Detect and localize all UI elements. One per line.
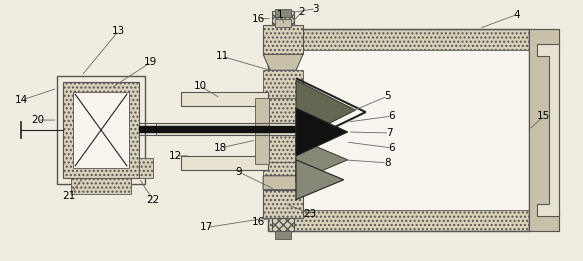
Text: 4: 4: [514, 10, 520, 20]
Text: 16: 16: [251, 217, 265, 227]
Bar: [156, 123, 296, 135]
Text: 23: 23: [303, 209, 317, 218]
Bar: [529, 28, 559, 232]
Text: 5: 5: [384, 91, 391, 101]
Bar: [57, 76, 145, 184]
Text: 17: 17: [200, 222, 213, 233]
Text: 22: 22: [146, 195, 159, 205]
Text: 20: 20: [31, 115, 44, 125]
Bar: [268, 210, 529, 232]
Text: 6: 6: [388, 143, 395, 153]
Bar: [296, 50, 529, 210]
Text: 16: 16: [251, 14, 265, 23]
Polygon shape: [263, 54, 303, 70]
Bar: [263, 70, 303, 98]
Text: 14: 14: [15, 95, 28, 105]
Polygon shape: [296, 160, 344, 200]
Bar: [71, 178, 131, 194]
Bar: [275, 232, 291, 239]
Text: 2: 2: [298, 7, 305, 17]
Bar: [255, 98, 269, 164]
Text: 1: 1: [277, 10, 283, 20]
Text: 8: 8: [384, 158, 391, 168]
Bar: [272, 217, 294, 232]
Text: 11: 11: [216, 51, 229, 61]
Bar: [263, 162, 303, 190]
Text: 3: 3: [312, 4, 319, 14]
Text: 7: 7: [386, 128, 393, 138]
Text: 6: 6: [388, 111, 395, 121]
Bar: [275, 19, 291, 27]
Bar: [181, 92, 268, 106]
Bar: [181, 156, 268, 170]
Text: 19: 19: [144, 57, 157, 67]
Bar: [529, 210, 559, 232]
Polygon shape: [537, 44, 559, 216]
Polygon shape: [296, 126, 308, 132]
Text: 15: 15: [537, 111, 550, 121]
Bar: [73, 92, 129, 168]
Text: 18: 18: [214, 143, 227, 153]
Bar: [263, 190, 303, 217]
Bar: [63, 82, 139, 178]
Bar: [268, 50, 296, 210]
Bar: [272, 11, 294, 25]
Bar: [263, 25, 303, 54]
Bar: [268, 28, 529, 232]
Polygon shape: [296, 108, 347, 156]
Text: 13: 13: [113, 26, 125, 35]
Polygon shape: [296, 80, 356, 140]
Text: 12: 12: [169, 151, 182, 161]
Bar: [275, 9, 291, 17]
Polygon shape: [263, 176, 303, 190]
Bar: [139, 158, 153, 178]
Text: 21: 21: [62, 191, 76, 201]
Bar: [268, 28, 529, 50]
Text: 9: 9: [235, 167, 241, 177]
Polygon shape: [296, 138, 347, 182]
Bar: [529, 28, 559, 50]
Text: 10: 10: [194, 81, 207, 91]
